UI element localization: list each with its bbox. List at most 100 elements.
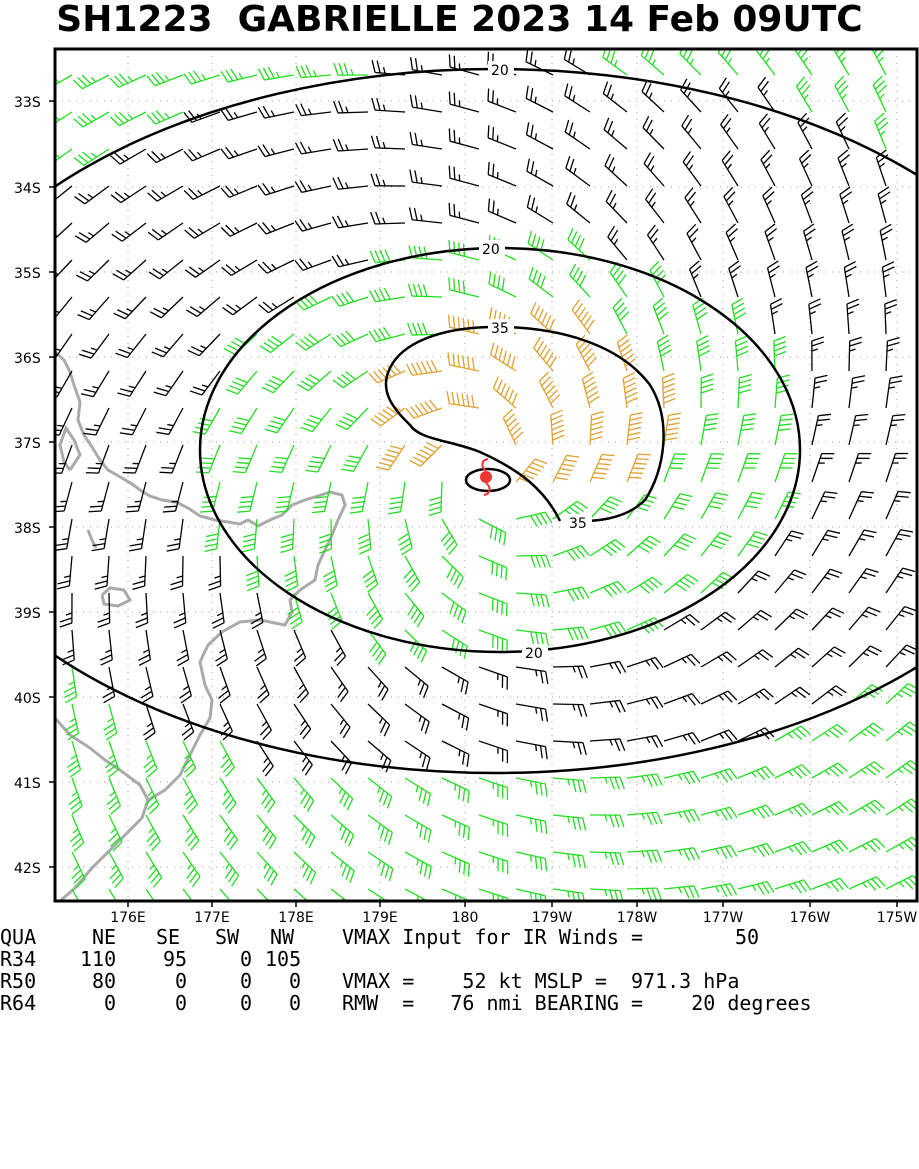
wind-barb — [627, 697, 663, 709]
wind-barb — [150, 297, 183, 318]
wind-barb — [110, 112, 146, 126]
wind-barb — [220, 815, 237, 850]
wind-barb — [572, 300, 594, 334]
wind-barb — [759, 114, 775, 149]
wind-barb — [605, 154, 627, 186]
wind-barb — [627, 774, 662, 787]
wind-barb — [294, 815, 315, 848]
wind-barb — [849, 800, 884, 815]
wind-barb — [812, 878, 848, 891]
wind-barb — [388, 482, 405, 514]
wind-barb — [775, 609, 808, 630]
wind-barb — [147, 111, 183, 124]
wind-barb — [479, 630, 507, 653]
wind-barb — [516, 778, 547, 797]
wind-barb — [218, 667, 230, 703]
latitude-label: 42S — [14, 861, 41, 877]
contour-label: 20 — [482, 242, 500, 258]
wind-barb — [835, 76, 849, 112]
wind-barbs — [37, 39, 919, 924]
wind-barb — [404, 556, 420, 592]
wind-barb — [886, 722, 919, 741]
wind-barb — [152, 334, 183, 357]
wind-barb — [258, 67, 294, 80]
wind-barb — [105, 741, 118, 777]
wind-barb — [154, 371, 183, 396]
wind-barb — [57, 556, 72, 589]
wind-barb — [886, 799, 919, 815]
wind-barb — [488, 162, 516, 186]
wind-barb — [370, 288, 405, 302]
wind-barb — [429, 482, 442, 516]
wind-barb — [295, 259, 331, 271]
wind-barb — [590, 454, 615, 482]
wind-barb — [111, 186, 146, 203]
wind-barb — [410, 132, 442, 149]
wind-barb — [174, 593, 186, 628]
longitude-label: 178E — [278, 910, 314, 926]
wind-barb — [149, 260, 183, 279]
wind-barb — [221, 147, 257, 159]
wind-barb — [738, 571, 770, 593]
wind-barb — [527, 122, 553, 149]
wind-barb — [516, 852, 547, 871]
wind-barb — [259, 297, 294, 313]
longitude-label: 180 — [452, 910, 479, 926]
wind-barb — [363, 556, 378, 592]
wind-barb — [405, 741, 430, 770]
wind-barb — [701, 454, 724, 482]
contour-label: 35 — [569, 516, 587, 532]
wind-barb — [479, 519, 506, 545]
wind-barb — [148, 186, 183, 201]
wind-barb — [516, 555, 550, 567]
quadrant-header-row: QUA NE SE SW NW VMAX Input for IR Winds … — [0, 926, 919, 948]
latitude-label: 40S — [14, 691, 41, 707]
wind-barb — [701, 846, 737, 859]
wind-barb — [849, 337, 862, 371]
wind-barb — [220, 852, 239, 886]
wind-barb — [333, 216, 368, 228]
wind-barb — [334, 63, 368, 75]
wind-barb — [849, 607, 880, 630]
wind-barb — [331, 667, 348, 702]
wind-barb — [488, 125, 516, 149]
wind-barb — [43, 334, 72, 359]
contour-labels: 20 20 20 35 35 — [479, 61, 592, 662]
wind-barb — [146, 815, 160, 851]
wind-barb — [95, 556, 109, 589]
wind-barb — [331, 741, 352, 774]
wind-barb — [449, 277, 479, 297]
wind-barb — [336, 408, 368, 430]
wind-barb — [840, 187, 852, 223]
wind-barb — [849, 646, 882, 667]
wind-barb — [590, 739, 625, 751]
wind-barb — [123, 445, 146, 473]
wind-barb — [664, 534, 696, 556]
wind-barb — [664, 886, 699, 899]
wind-barb — [627, 657, 663, 669]
wind-barb — [701, 807, 737, 820]
wind-barb — [516, 459, 547, 483]
wind-barb — [408, 284, 442, 297]
wind-barb — [738, 689, 773, 704]
wind-barb — [539, 372, 559, 408]
wind-barb — [886, 645, 918, 667]
wind-barb — [812, 375, 827, 408]
wind-barb — [553, 778, 586, 793]
wind-barb — [804, 224, 816, 260]
wind-barb — [136, 593, 148, 628]
wind-barb — [81, 371, 109, 397]
wind-barb — [442, 593, 466, 623]
wind-barb — [41, 297, 72, 320]
wind-barb — [112, 223, 146, 241]
radius-se: 95 — [163, 948, 187, 970]
wind-barb — [296, 104, 331, 116]
wind-barb — [775, 570, 806, 593]
longitude-label: 177W — [703, 910, 744, 926]
wind-barb — [258, 106, 294, 118]
wind-barb — [115, 334, 146, 358]
wind-barb — [738, 767, 774, 780]
wind-barb — [849, 762, 884, 778]
wind-barb — [701, 612, 735, 630]
wind-map: 20 20 20 35 35 33S34S35S36S37S38S39S40S4… — [0, 0, 919, 926]
